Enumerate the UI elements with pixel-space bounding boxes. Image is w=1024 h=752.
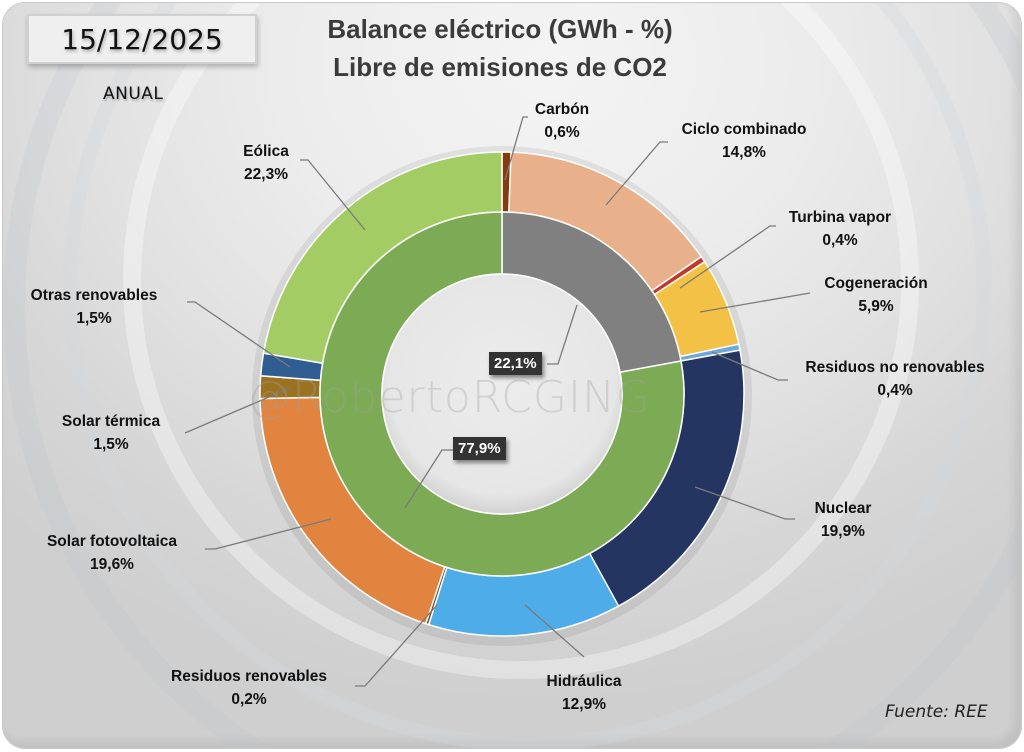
leader-line — [504, 116, 528, 181]
leader-line — [711, 351, 788, 381]
inner-ring-label: 77,9% — [453, 437, 506, 460]
segment-label-name: Residuos no renovables — [805, 359, 985, 376]
segment-label-name: Carbón — [534, 101, 590, 118]
leader-line — [694, 486, 795, 520]
leader-line — [404, 449, 453, 509]
leader-line — [605, 141, 668, 206]
segment-label-name: Ciclo combinado — [681, 121, 807, 138]
leader-lines — [184, 116, 811, 687]
segment-label-value: 5,9% — [858, 298, 894, 315]
title-line-1: Balance eléctrico (GWh - %) — [327, 14, 673, 44]
segment-label-value: 1,5% — [93, 436, 129, 453]
segment-label: Turbina vapor 0,4% — [789, 206, 891, 252]
segment-label: Solar térmica 1,5% — [62, 410, 160, 456]
leader-line — [184, 387, 291, 434]
donut-hole — [381, 273, 623, 515]
segment-label-value: 19,6% — [90, 556, 134, 573]
segment-label: Residuos no renovables 0,4% — [805, 356, 984, 402]
segment-label-name: Otras renovables — [30, 287, 158, 304]
segment-label-name: Hidráulica — [546, 673, 622, 690]
leader-line — [355, 604, 438, 687]
segment-label-value: 0,2% — [231, 691, 267, 708]
chart-title: Balance eléctrico (GWh - %) Libre de emi… — [280, 10, 720, 86]
period-label: ANUAL — [103, 84, 164, 104]
title-line-2: Libre de emisiones de CO2 — [333, 52, 667, 82]
segment-label: Solar fotovoltaica 19,6% — [47, 530, 177, 576]
segment-label-value: 0,4% — [877, 382, 913, 399]
leader-line — [300, 159, 366, 231]
segment-label-name: Solar fotovoltaica — [46, 533, 178, 550]
segment-label-name: Residuos renovables — [171, 668, 327, 685]
segment-label-name: Solar térmica — [61, 413, 161, 430]
source-note: Fuente: REE — [885, 702, 988, 722]
leader-line — [524, 604, 585, 658]
leader-line — [187, 301, 291, 368]
date-box: 15/12/2025 — [27, 14, 257, 64]
segment-label: Otras renovables 1,5% — [31, 284, 158, 330]
segment-label-value: 19,9% — [821, 523, 865, 540]
segment-label-value: 0,6% — [544, 124, 580, 141]
segment-label-name: Cogeneración — [824, 275, 928, 292]
segment-label-name: Eólica — [243, 143, 289, 160]
segment-label: Carbón 0,6% — [535, 98, 589, 144]
segment-label: Nuclear 19,9% — [815, 497, 872, 543]
date-value: 15/12/2025 — [61, 22, 223, 56]
segment-label-value: 14,8% — [722, 144, 766, 161]
segment-label: Eólica 22,3% — [243, 140, 289, 186]
segment-label-name: Turbina vapor — [788, 209, 892, 226]
segment-label-name: Nuclear — [814, 500, 872, 517]
segment-label: Ciclo combinado 14,8% — [682, 118, 807, 164]
segment-label-value: 12,9% — [562, 696, 606, 713]
segment-label-value: 1,5% — [76, 310, 112, 327]
leader-line — [699, 292, 811, 313]
leader-line — [547, 304, 578, 365]
segment-label: Residuos renovables 0,2% — [171, 665, 327, 711]
segment-label-value: 22,3% — [244, 166, 288, 183]
segment-label: Hidráulica 12,9% — [547, 670, 622, 716]
segment-label: Cogeneración 5,9% — [824, 272, 927, 318]
inner-ring-label: 22,1% — [489, 352, 542, 375]
leader-line — [679, 225, 776, 289]
segment-label-value: 0,4% — [822, 232, 858, 249]
leader-line — [205, 518, 332, 550]
